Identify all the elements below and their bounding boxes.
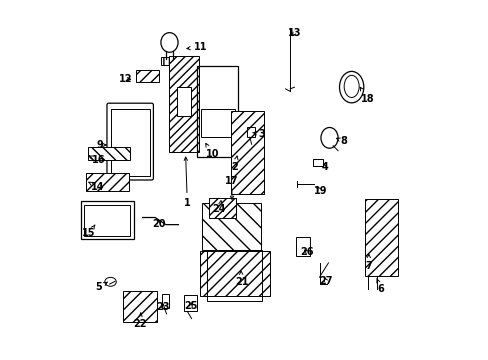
- Text: 21: 21: [234, 271, 248, 287]
- Text: 5: 5: [96, 282, 107, 292]
- Bar: [208, 198, 235, 217]
- Text: 6: 6: [376, 279, 384, 294]
- Text: 13: 13: [287, 28, 301, 38]
- Ellipse shape: [161, 33, 178, 52]
- Text: 23: 23: [156, 302, 169, 312]
- Text: 19: 19: [313, 186, 326, 196]
- Bar: [83, 204, 130, 236]
- Bar: [162, 294, 169, 307]
- Bar: [201, 203, 260, 249]
- Text: 10: 10: [205, 143, 219, 159]
- Bar: [85, 173, 129, 192]
- Text: 1: 1: [183, 157, 190, 208]
- Bar: [88, 147, 130, 160]
- Text: 25: 25: [184, 301, 197, 311]
- Text: 3: 3: [252, 129, 264, 139]
- Bar: [200, 251, 269, 296]
- Bar: [110, 109, 149, 176]
- Text: 17: 17: [225, 176, 238, 199]
- Text: 22: 22: [133, 313, 146, 329]
- Bar: [201, 109, 234, 137]
- Bar: [81, 202, 134, 239]
- Text: 2: 2: [231, 156, 238, 172]
- Bar: [197, 66, 238, 157]
- Text: 11: 11: [186, 42, 207, 52]
- Text: 8: 8: [336, 136, 346, 147]
- Bar: [160, 57, 178, 65]
- Text: 16: 16: [89, 156, 105, 165]
- Bar: [135, 70, 159, 82]
- Bar: [230, 111, 263, 194]
- Text: 18: 18: [359, 87, 374, 104]
- Text: 27: 27: [319, 276, 332, 286]
- Text: 15: 15: [82, 225, 96, 238]
- Text: 14: 14: [88, 182, 104, 192]
- Bar: [206, 249, 262, 301]
- Text: 4: 4: [321, 162, 327, 172]
- Bar: [296, 237, 309, 256]
- Text: 12: 12: [119, 74, 132, 84]
- Bar: [312, 158, 323, 166]
- Text: 26: 26: [300, 247, 313, 257]
- Bar: [123, 291, 157, 322]
- Bar: [247, 127, 255, 137]
- Text: 9: 9: [96, 140, 106, 150]
- Text: 7: 7: [365, 254, 371, 271]
- Bar: [365, 199, 397, 276]
- Text: 24: 24: [212, 201, 226, 214]
- Bar: [177, 87, 190, 116]
- Bar: [183, 296, 197, 311]
- Bar: [169, 57, 198, 152]
- Text: 20: 20: [152, 219, 165, 229]
